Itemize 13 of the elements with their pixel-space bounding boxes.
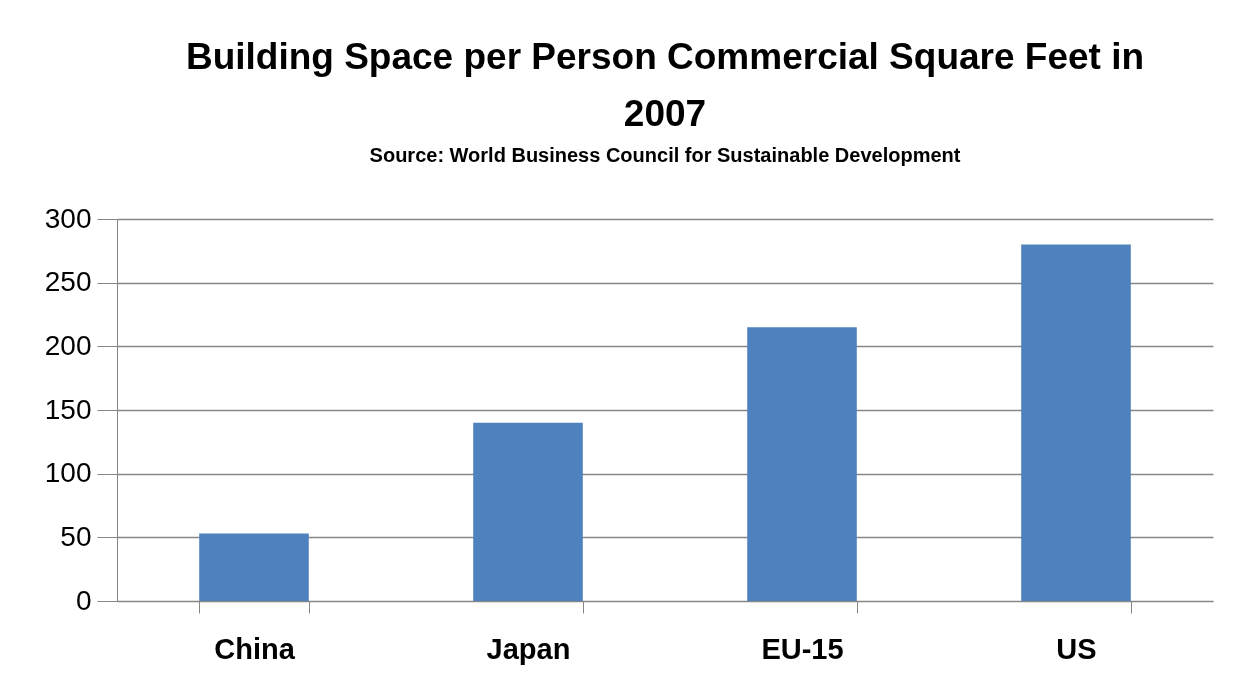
x-tick-label: China — [214, 632, 296, 665]
y-tick-label: 50 — [60, 520, 92, 552]
x-tick-label: Japan — [486, 632, 571, 665]
chart-subtitle: Source: World Business Council for Sustainable Development — [369, 144, 961, 166]
y-tick-label: 150 — [44, 393, 92, 425]
y-tick-label: 200 — [44, 329, 92, 361]
y-tick-label: 0 — [75, 584, 92, 616]
x-tick-label: US — [1056, 632, 1097, 665]
y-tick-label: 300 — [44, 202, 92, 234]
y-tick-label: 250 — [44, 266, 92, 298]
chart-title: Building Space per Person Commercial Square Feet in 2007 — [185, 36, 1145, 134]
y-tick-label: 100 — [44, 457, 92, 489]
x-tick-label: EU-15 — [761, 632, 844, 665]
